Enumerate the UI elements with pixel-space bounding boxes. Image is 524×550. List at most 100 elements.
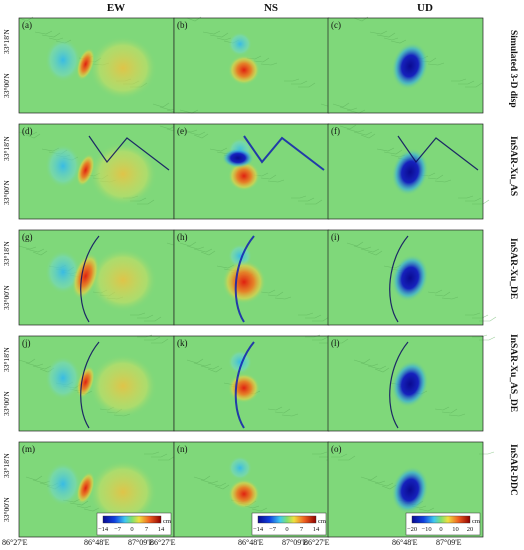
terrain-relief [18,245,37,250]
panel-frame [327,123,484,220]
row-label-simulated: Simulated 3-D disp [508,30,518,108]
lat-label-r2-top: 33°18'N [2,136,11,161]
panel-i: (i) [327,229,497,326]
panel-a: (a) [18,16,186,114]
fault-artifact-line [234,235,255,323]
fault-artifact-line [88,135,170,171]
panel-letter: (j) [22,338,31,348]
subsidence-peak [391,360,429,408]
negative-peak [222,148,254,168]
positive-lobe [89,354,157,418]
terrain-relief [298,82,316,88]
terrain-relief [216,37,232,41]
terrain-relief [267,179,285,183]
terrain-relief [291,80,308,85]
row-label-insar-xu-de: InSAR-Xu_DE [508,238,518,300]
terrain-relief [200,250,216,256]
negative-lobe [45,250,81,294]
terrain-relief [367,365,387,370]
lat-label-r1-bot: 33°00'N [2,73,11,98]
panel-letter: (b) [177,20,188,30]
lon-label-c1-a: 86°27'E [2,538,28,547]
panel-letter: (m) [22,444,35,454]
terrain-relief [151,453,168,458]
terrain-relief [152,102,170,108]
positive-lobe [89,248,157,312]
lon-label-c3-c: 87°09'E [282,538,308,547]
panel-letter: (o) [331,444,342,454]
negative-lobe [45,144,81,188]
terrain-relief [186,131,206,136]
terrain-relief [193,362,212,367]
terrain-relief [465,312,481,316]
lat-label-r3-top: 33°18'N [2,241,11,266]
negative-lobe [45,38,81,82]
panel-letter: (g) [22,232,33,242]
terrain-relief [312,336,329,341]
terrain-relief [260,174,277,180]
displacement-peak [222,260,266,304]
colorbar-tick: 7 [300,526,304,533]
lon-label-c3-b: 86°48'E [392,538,418,547]
terrain-relief [274,296,292,300]
colorbar-ramp [257,515,317,524]
terrain-relief [179,128,198,133]
subsidence-peak [391,148,429,196]
lat-label-r5-bot: 33°00'N [2,497,11,522]
lon-label-c2-b: 86°48'E [238,538,264,547]
lon-label-c2-c: 87°09'E [128,538,154,547]
terrain-relief [367,479,386,484]
terrain-relief [360,133,376,139]
panel-h: (h) [173,229,330,326]
terrain-relief [305,314,322,319]
terrain-relief [346,241,364,247]
terrain-relief [32,250,48,256]
fault-artifact-line [80,341,100,429]
terrain-relief [346,128,365,133]
negative-lobe [228,456,252,480]
terrain-relief [281,413,299,417]
terrain-relief [25,133,41,139]
panel-j: (j) [18,334,175,432]
terrain-relief [434,291,451,297]
terrain-relief [25,475,43,481]
terrain-relief [427,62,445,66]
terrain-relief [353,358,371,364]
displacement-peak [72,252,100,300]
terrain-relief [434,406,450,411]
terrain-relief [284,78,300,82]
terrain-relief [202,30,221,35]
terrain-relief [25,248,45,253]
terrain-relief [441,408,458,414]
panel-frame [327,335,484,432]
panel-b: (b) [173,16,346,114]
terrain-relief [390,39,407,44]
terrain-relief [479,336,496,341]
colorbar-tick: 10 [452,526,459,533]
terrain-relief [274,408,291,414]
terrain-relief [267,291,284,297]
row-label-insar-xu-as-de: InSAR-Xu_AS_DE [508,334,518,413]
terrain-relief [179,241,197,247]
displacement-peak [76,153,95,187]
terrain-relief [214,484,230,490]
fault-artifact-line [397,135,479,171]
terrain-relief [193,475,211,481]
terrain-relief [76,505,92,509]
panel-d: (d) [18,123,185,220]
terrain-relief [312,316,330,322]
terrain-relief [441,296,459,300]
subsidence-peak [391,42,429,90]
terrain-relief [209,147,228,152]
panel-letter: (k) [177,338,188,348]
terrain-relief [186,245,205,250]
fault-artifact-line [243,135,325,171]
terrain-relief [427,289,443,294]
terrain-relief [193,133,209,139]
terrain-relief [305,199,323,205]
displacement-peak [76,471,95,505]
